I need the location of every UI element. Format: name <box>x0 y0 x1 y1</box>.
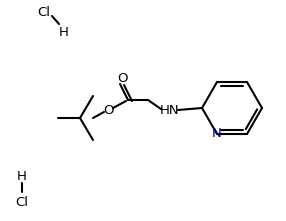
Text: HN: HN <box>160 103 180 116</box>
Text: O: O <box>103 103 113 116</box>
Text: Cl: Cl <box>15 196 29 210</box>
Text: N: N <box>212 128 222 141</box>
Text: H: H <box>17 170 27 183</box>
Text: O: O <box>117 72 127 84</box>
Text: Cl: Cl <box>37 6 51 19</box>
Text: H: H <box>59 25 69 38</box>
